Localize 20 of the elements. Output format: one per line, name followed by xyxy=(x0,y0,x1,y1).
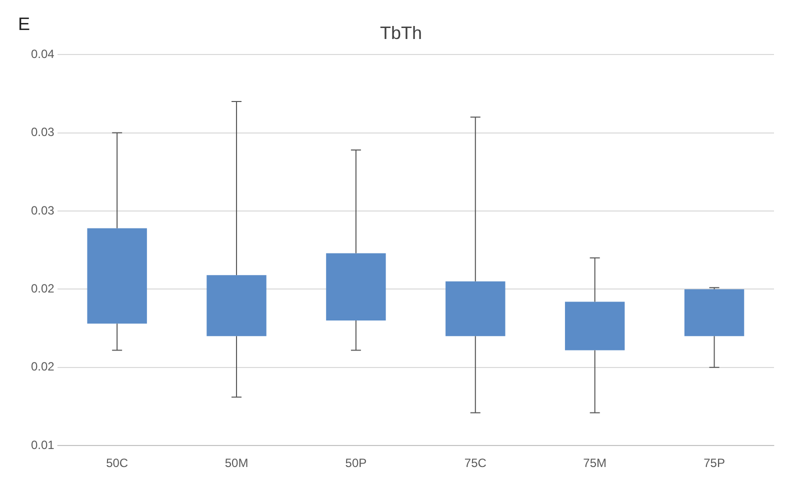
x-tick-label: 75P xyxy=(704,456,725,470)
x-tick-label: 50P xyxy=(345,456,367,470)
bar xyxy=(326,253,386,320)
x-tick-label: 50M xyxy=(224,456,248,470)
y-tick-label: 0.01 xyxy=(30,438,55,452)
y-tick-label: 0.03 xyxy=(30,203,55,218)
bar xyxy=(684,289,744,336)
chart-title: TbTh xyxy=(380,22,422,43)
y-tick-label: 0.02 xyxy=(30,282,55,296)
bar xyxy=(564,302,625,350)
x-tick-label: 75C xyxy=(464,456,487,470)
bar xyxy=(206,275,266,336)
bar xyxy=(446,281,506,336)
x-tick-label: 75M xyxy=(583,456,607,470)
y-tick-label: 0.04 xyxy=(30,46,55,61)
x-tick-label: 50C xyxy=(106,456,128,470)
text: E xyxy=(18,14,30,35)
y-tick-label: 0.03 xyxy=(30,125,55,140)
bar xyxy=(87,228,147,324)
y-tick-label: 0.02 xyxy=(30,360,55,374)
